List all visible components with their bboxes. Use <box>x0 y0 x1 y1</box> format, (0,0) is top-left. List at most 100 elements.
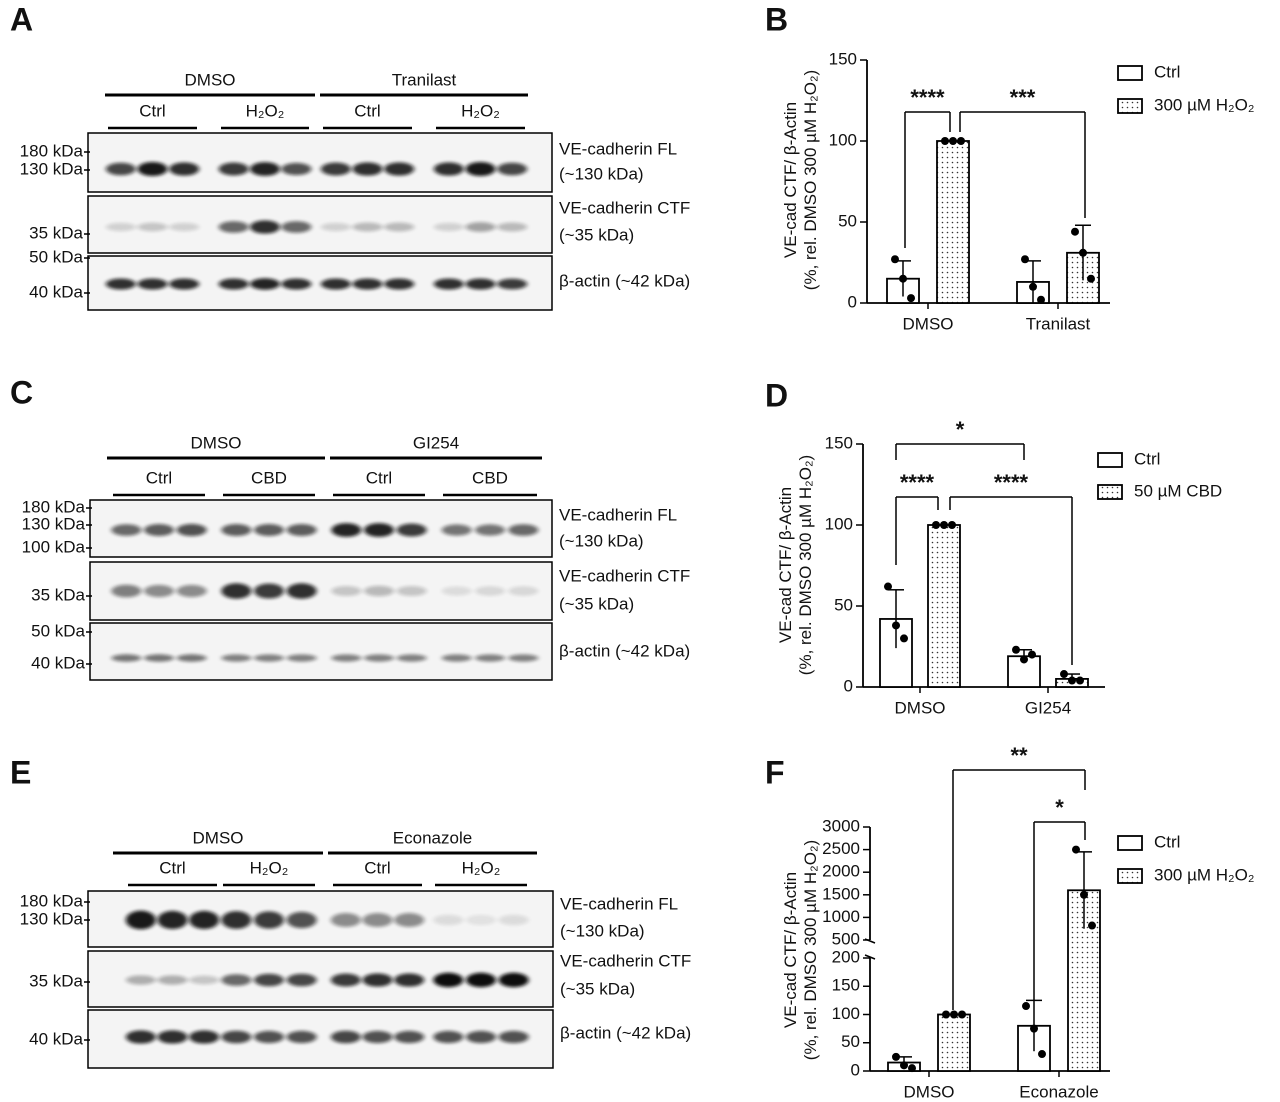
blot-band <box>362 973 393 987</box>
blot-band <box>157 975 188 985</box>
x-tick-label: DMSO <box>903 314 954 333</box>
group-label: DMSO <box>193 828 244 847</box>
x-tick-label: GI254 <box>1025 698 1071 717</box>
blot-band <box>394 1030 425 1044</box>
subgroup-label: H₂O₂ <box>461 101 500 120</box>
data-point <box>1071 227 1079 236</box>
marker-label: 40 kDa <box>31 653 85 672</box>
data-point <box>1029 282 1037 291</box>
blot-band <box>465 278 496 290</box>
panel-letter: E <box>10 754 31 790</box>
blot-band <box>176 523 207 537</box>
protein-label: VE-cadherin CTF <box>560 951 691 970</box>
data-point <box>1037 295 1045 304</box>
blot-band <box>169 222 200 232</box>
blot-band <box>254 524 284 536</box>
blot-band <box>105 162 136 176</box>
marker-label: 180 kDa <box>20 891 84 910</box>
blot-band <box>465 161 496 177</box>
group-label: DMSO <box>191 433 242 452</box>
subgroup-label: Ctrl <box>366 468 392 487</box>
blot-band <box>218 221 249 233</box>
blot-band <box>352 278 383 290</box>
blot-band <box>125 975 156 985</box>
blot-band <box>176 654 207 662</box>
blot-band <box>362 913 393 927</box>
protein-label: VE-cadherin FL <box>560 894 678 913</box>
blot-band <box>384 278 415 290</box>
bar <box>1067 889 1101 1072</box>
significance-label: * <box>956 417 965 442</box>
subgroup-label: H₂O₂ <box>250 858 289 877</box>
significance-label: **** <box>994 470 1029 495</box>
marker-label: 100 kDa <box>22 537 86 556</box>
blot-band <box>508 654 539 662</box>
blot-band <box>250 278 280 290</box>
blot-band <box>433 222 464 232</box>
marker-label: 35 kDa <box>29 971 83 990</box>
blot-band <box>475 654 505 662</box>
y-axis-label-line: VE-cad CTF/ β-Actin <box>781 872 800 1028</box>
y-axis-label: VE-cad CTF/ β-Actin(%, rel. DMSO 300 µM … <box>776 455 815 675</box>
blot-band <box>433 1030 464 1044</box>
blot-band <box>320 162 351 176</box>
marker-label: 40 kDa <box>29 1029 83 1048</box>
legend-label: 50 µM CBD <box>1134 481 1222 500</box>
marker-label: 35 kDa <box>29 223 83 242</box>
blot-band <box>286 911 317 929</box>
blot-band <box>475 524 505 536</box>
legend-swatch <box>1117 98 1143 114</box>
y-tick-label: 0 <box>844 676 853 695</box>
blot-band <box>320 278 351 290</box>
blot-band <box>433 278 464 290</box>
subgroup-label: Ctrl <box>159 858 185 877</box>
blot-band <box>281 162 312 176</box>
data-point <box>950 1010 958 1019</box>
blot-band <box>254 973 284 987</box>
blot-band <box>286 1030 317 1044</box>
subgroup-label: Ctrl <box>354 101 380 120</box>
blot-band <box>250 220 280 234</box>
blot-band <box>125 910 156 930</box>
data-point <box>1022 1002 1030 1011</box>
data-point <box>900 1061 908 1070</box>
bar <box>937 1013 971 1072</box>
y-tick-label: 3000 <box>822 816 860 835</box>
marker-label: 180 kDa <box>22 497 86 516</box>
blot-band <box>144 524 174 536</box>
x-tick-label: Tranilast <box>1026 314 1091 333</box>
blot-band <box>137 222 168 232</box>
protein-label: (~130 kDa) <box>559 531 644 550</box>
data-point <box>948 521 956 529</box>
data-point <box>1028 650 1036 659</box>
y-tick-label: 50 <box>841 1032 860 1051</box>
blot-band <box>497 222 528 232</box>
blot-band <box>105 222 136 232</box>
legend-swatch <box>1117 65 1143 81</box>
blot-band <box>157 1030 188 1044</box>
blot-band <box>497 278 528 290</box>
marker-label: 35 kDa <box>31 585 85 604</box>
panel-letter: C <box>10 374 33 410</box>
y-tick-label: 500 <box>832 929 860 948</box>
y-tick-label: 50 <box>838 211 857 230</box>
blot-band <box>364 654 394 662</box>
blot-band <box>125 1030 156 1044</box>
y-axis-label-line: (%, rel. DMSO 300 µM H₂O₂) <box>801 840 820 1060</box>
significance-label: **** <box>900 470 935 495</box>
blot-band <box>508 524 539 536</box>
y-axis-label-line: (%, rel. DMSO 300 µM H₂O₂) <box>796 455 815 675</box>
protein-label: β-actin (~42 kDa) <box>559 641 690 660</box>
group-label: GI254 <box>413 433 459 452</box>
bar <box>927 524 961 688</box>
subgroup-label: Ctrl <box>139 101 165 120</box>
blot-band <box>396 523 427 537</box>
blot-band <box>508 586 539 596</box>
data-point <box>958 1010 966 1019</box>
protein-label: (~35 kDa) <box>560 979 635 998</box>
legend-label: 300 µM H₂O₂ <box>1154 865 1254 884</box>
y-axis-label: VE-cad CTF/ β-Actin(%, rel. DMSO 300 µM … <box>781 70 820 290</box>
data-point <box>949 137 957 145</box>
protein-label: β-actin (~42 kDa) <box>560 1023 691 1042</box>
marker-label: 40 kDa <box>29 282 83 301</box>
